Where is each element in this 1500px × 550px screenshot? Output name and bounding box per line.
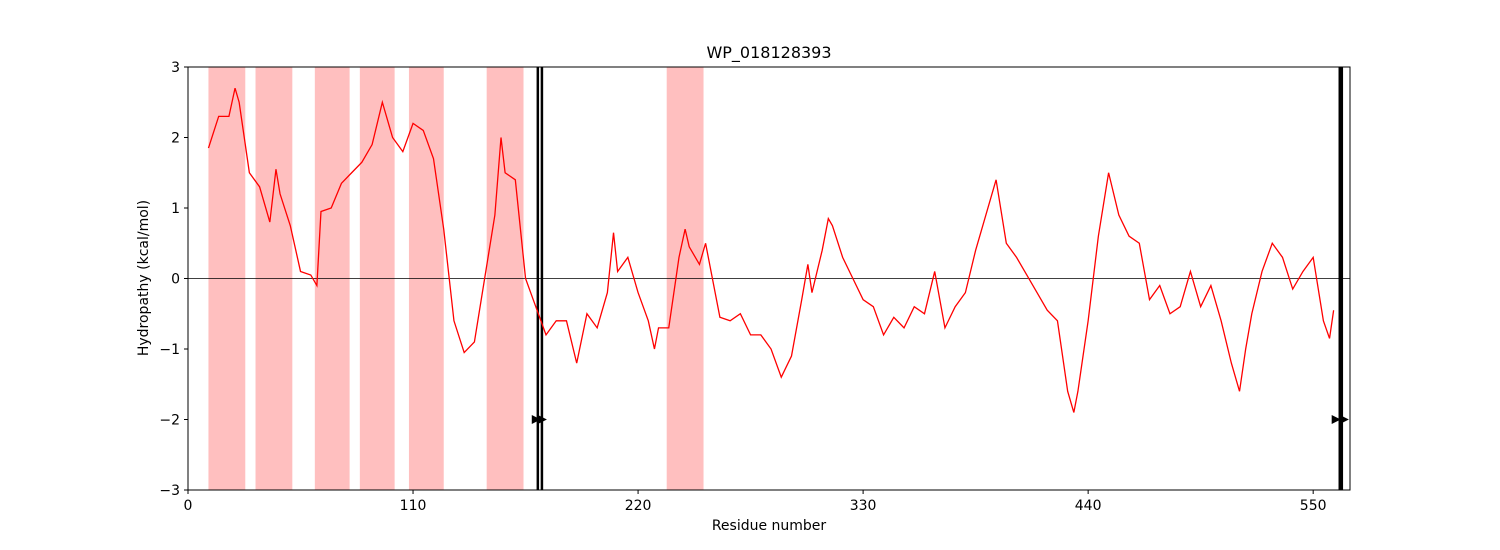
x-tick-label: 220	[625, 498, 652, 514]
x-tick-label: 550	[1300, 498, 1327, 514]
marker	[1339, 415, 1349, 424]
y-tick-label: 2	[171, 131, 180, 147]
hydropathy-line	[207, 87, 1335, 413]
x-tick-label: 0	[184, 498, 193, 514]
marker	[537, 415, 547, 424]
x-tick-label: 440	[1075, 498, 1102, 514]
y-tick-label: −1	[159, 342, 180, 358]
y-tick-label: 1	[171, 201, 180, 217]
x-tick-label: 110	[400, 498, 427, 514]
y-tick-label: 3	[171, 60, 180, 76]
marker	[1331, 415, 1341, 424]
y-axis-label: Hydropathy (kcal/mol)	[136, 200, 152, 356]
x-axis-label: Residue number	[712, 518, 827, 534]
marker	[531, 415, 541, 424]
y-tick-label: 0	[171, 272, 180, 288]
x-tick-label: 330	[850, 498, 877, 514]
y-tick-label: −2	[159, 413, 180, 429]
y-tick-label: −3	[159, 483, 180, 499]
chart-title: WP_018128393	[706, 43, 831, 63]
